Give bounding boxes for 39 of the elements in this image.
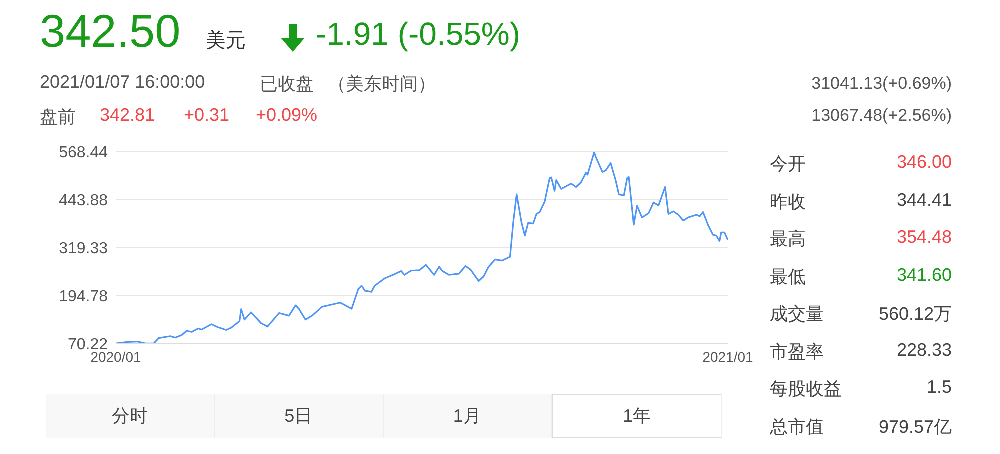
text: 979.57亿 xyxy=(878,416,952,438)
text: 每股收益 xyxy=(770,378,842,401)
text: 341.60 xyxy=(896,264,952,286)
text: 美元 xyxy=(206,29,246,54)
text: 已收盘 xyxy=(260,73,314,96)
y-tick-label: 194.78 xyxy=(59,288,108,306)
text: 分时 xyxy=(46,394,215,438)
y-tick-label: 568.44 xyxy=(59,144,108,162)
text: 盘前 xyxy=(40,106,76,129)
text: 344.41 xyxy=(896,190,952,210)
text: 228.33 xyxy=(896,340,952,360)
text: 354.48 xyxy=(896,227,952,248)
text: 31041.13(+0.69%) xyxy=(812,74,952,94)
text: 市盈率 xyxy=(770,340,824,364)
text: 342.50 xyxy=(40,7,181,58)
text: +0.31 xyxy=(184,105,230,126)
y-tick-label: 443.88 xyxy=(59,192,108,210)
text: 2021/01/07 16:00:00 xyxy=(40,72,206,93)
line-series xyxy=(116,152,728,344)
text: 成交量 xyxy=(770,303,824,326)
text: 5日 xyxy=(214,394,384,438)
text: -1.91 (-0.55%) xyxy=(316,16,521,53)
text: 最高 xyxy=(770,228,806,251)
text: 1.5 xyxy=(926,377,952,398)
text: +0.09% xyxy=(256,105,318,126)
text: 1月 xyxy=(384,394,552,438)
text: 总市值 xyxy=(770,416,824,438)
text: 342.81 xyxy=(100,105,156,126)
text: 346.00 xyxy=(896,152,952,173)
y-tick-label: 319.33 xyxy=(59,240,108,258)
x-tick-label: 2021/01 xyxy=(702,348,754,365)
text: 13067.48(+2.56%) xyxy=(812,106,952,126)
text: （美东时间） xyxy=(328,73,436,96)
text: 560.12万 xyxy=(878,303,952,326)
text: 1年 xyxy=(552,394,722,438)
text: 今开 xyxy=(770,153,806,176)
text: 昨收 xyxy=(770,190,806,214)
x-tick-label: 2020/01 xyxy=(90,348,142,365)
text: 最低 xyxy=(770,266,806,288)
